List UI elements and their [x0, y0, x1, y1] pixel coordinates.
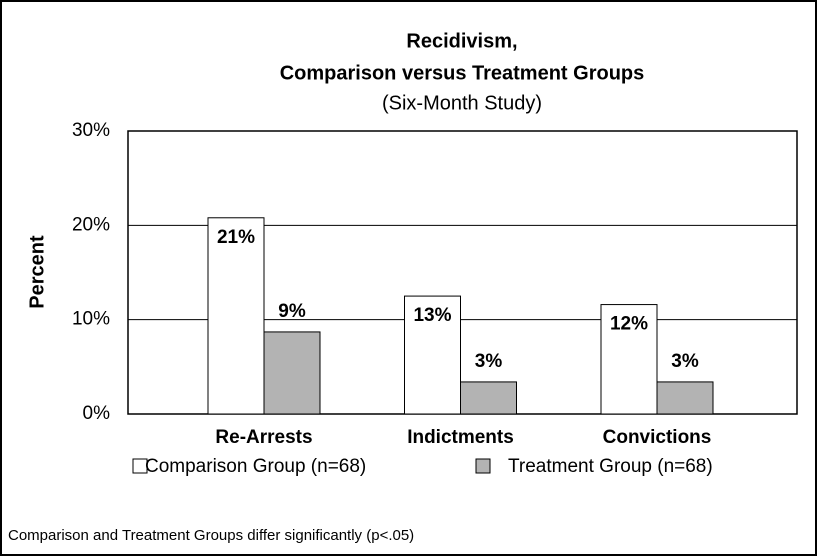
y-tick-label: 10% — [72, 309, 110, 330]
footnote: Comparison and Treatment Groups differ s… — [8, 527, 414, 544]
data-label: 9% — [278, 301, 306, 322]
chart-subtitle: Comparison versus Treatment Groups — [280, 62, 645, 84]
x-tick-label: Indictments — [407, 427, 514, 448]
data-label: 12% — [610, 314, 648, 335]
legend-swatch — [475, 458, 491, 474]
x-tick-label: Convictions — [603, 427, 712, 448]
chart-title: Recidivism, — [406, 30, 517, 52]
bar — [460, 381, 517, 415]
y-axis-label: Percent — [26, 235, 48, 309]
legend-label: Comparison Group (n=68) — [145, 456, 366, 477]
x-tick-label: Re-Arrests — [215, 427, 312, 448]
chart-subtitle: (Six-Month Study) — [382, 92, 542, 114]
y-tick-label: 0% — [83, 403, 111, 424]
data-label: 13% — [413, 305, 451, 326]
bar — [263, 331, 321, 415]
y-tick-label: 30% — [72, 120, 110, 141]
data-label: 3% — [475, 351, 503, 372]
legend-label: Treatment Group (n=68) — [508, 456, 713, 477]
bar — [207, 217, 265, 415]
y-tick-label: 20% — [72, 214, 110, 235]
data-label: 21% — [217, 227, 255, 248]
legend-swatch — [132, 458, 148, 474]
data-label: 3% — [671, 351, 699, 372]
bar — [404, 295, 461, 415]
bar — [656, 381, 714, 415]
bar — [600, 304, 658, 415]
